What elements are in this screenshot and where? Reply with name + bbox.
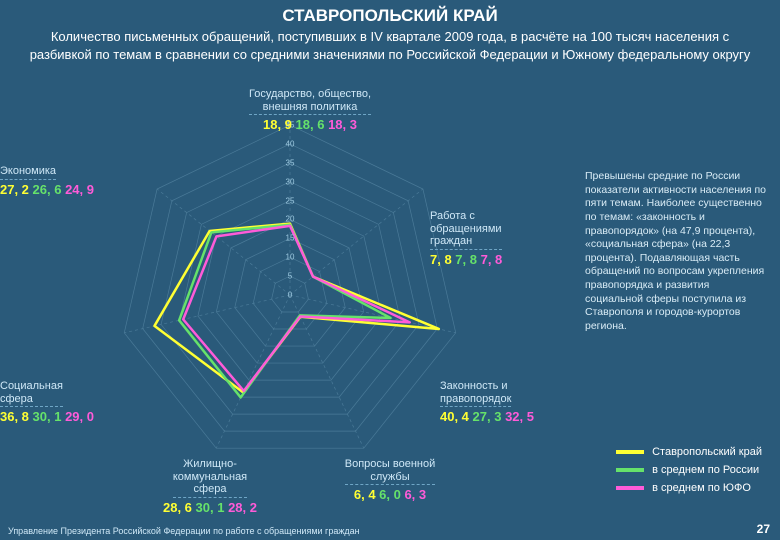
axis-label-econ: Экономика 27, 2 26, 6 24, 9 <box>0 165 130 197</box>
value-russia: 27, 3 <box>473 409 506 424</box>
axis-values: 18, 9 18, 6 18, 3 <box>210 117 410 132</box>
legend-label: в среднем по ЮФО <box>652 482 751 494</box>
value-stav: 36, 8 <box>0 409 33 424</box>
value-ufo: 18, 3 <box>328 117 357 132</box>
axis-tick: 15 <box>286 234 295 243</box>
value-stav: 18, 9 <box>263 117 296 132</box>
page-number: 27 <box>757 522 770 536</box>
legend-swatch <box>616 486 644 490</box>
axis-tick: 30 <box>286 177 295 186</box>
axis-label-social: Социальная сфера 36, 8 30, 1 29, 0 <box>0 380 130 424</box>
axis-tick: 5 <box>288 272 292 281</box>
axis-tick: 25 <box>286 196 295 205</box>
value-stav: 7, 8 <box>430 252 455 267</box>
commentary-text: Превышены средние по России показатели а… <box>585 170 770 334</box>
value-ufo: 6, 3 <box>404 487 426 502</box>
radar-chart: 051015202530354045 <box>90 95 490 495</box>
page-subtitle: Количество письменных обращений, поступи… <box>0 26 780 67</box>
axis-values: 6, 4 6, 0 6, 3 <box>300 487 480 502</box>
axis-title: Экономика <box>0 165 56 180</box>
page-title: СТАВРОПОЛЬСКИЙ КРАЙ <box>0 0 780 26</box>
axis-values: 7, 8 7, 8 7, 8 <box>430 252 580 267</box>
axis-tick: 35 <box>286 158 295 167</box>
value-ufo: 7, 8 <box>481 252 503 267</box>
axis-title: Жилищно- коммунальная сфера <box>173 458 247 498</box>
legend-label: в среднем по России <box>652 464 759 476</box>
value-russia: 18, 6 <box>296 117 329 132</box>
axis-label-appeals: Работа с обращениями граждан 7, 8 7, 8 7,… <box>430 210 580 267</box>
footer-text: Управление Президента Российской Федерац… <box>8 526 360 536</box>
axis-title: Социальная сфера <box>0 380 63 407</box>
axis-values: 27, 2 26, 6 24, 9 <box>0 182 130 197</box>
axis-title: Вопросы военной службы <box>345 458 435 485</box>
axis-title: Законность и правопорядок <box>440 380 511 407</box>
axis-label-gov: Государство, общество, внешняя политика 1… <box>210 88 410 132</box>
value-russia: 30, 1 <box>196 500 229 515</box>
value-russia: 30, 1 <box>33 409 66 424</box>
axis-label-law: Законность и правопорядок 40, 4 27, 3 32,… <box>440 380 590 424</box>
value-stav: 40, 4 <box>440 409 473 424</box>
value-ufo: 32, 5 <box>505 409 534 424</box>
value-russia: 26, 6 <box>33 182 66 197</box>
legend-label: Ставропольский край <box>652 446 762 458</box>
axis-values: 36, 8 30, 1 29, 0 <box>0 409 130 424</box>
legend: Ставропольский край в среднем по России … <box>616 440 762 500</box>
axis-tick: 0 <box>288 291 292 300</box>
value-russia: 6, 0 <box>379 487 404 502</box>
value-stav: 28, 6 <box>163 500 196 515</box>
legend-swatch <box>616 450 644 454</box>
axis-title: Государство, общество, внешняя политика <box>249 88 371 115</box>
axis-title: Работа с обращениями граждан <box>430 210 502 250</box>
value-ufo: 29, 0 <box>65 409 94 424</box>
legend-item-russia: в среднем по России <box>616 464 762 476</box>
legend-swatch <box>616 468 644 472</box>
axis-label-housing: Жилищно- коммунальная сфера 28, 6 30, 1 2… <box>120 458 300 515</box>
value-stav: 6, 4 <box>354 487 379 502</box>
axis-tick: 40 <box>286 139 295 148</box>
legend-item-ufo: в среднем по ЮФО <box>616 482 762 494</box>
axis-tick: 10 <box>286 253 295 262</box>
value-russia: 7, 8 <box>455 252 480 267</box>
axis-values: 40, 4 27, 3 32, 5 <box>440 409 590 424</box>
axis-tick: 20 <box>286 215 295 224</box>
value-ufo: 28, 2 <box>228 500 257 515</box>
value-stav: 27, 2 <box>0 182 33 197</box>
axis-label-mil: Вопросы военной службы 6, 4 6, 0 6, 3 <box>300 458 480 502</box>
value-ufo: 24, 9 <box>65 182 94 197</box>
axis-values: 28, 6 30, 1 28, 2 <box>120 500 300 515</box>
page: СТАВРОПОЛЬСКИЙ КРАЙ Количество письменны… <box>0 0 780 540</box>
legend-item-stav: Ставропольский край <box>616 446 762 458</box>
